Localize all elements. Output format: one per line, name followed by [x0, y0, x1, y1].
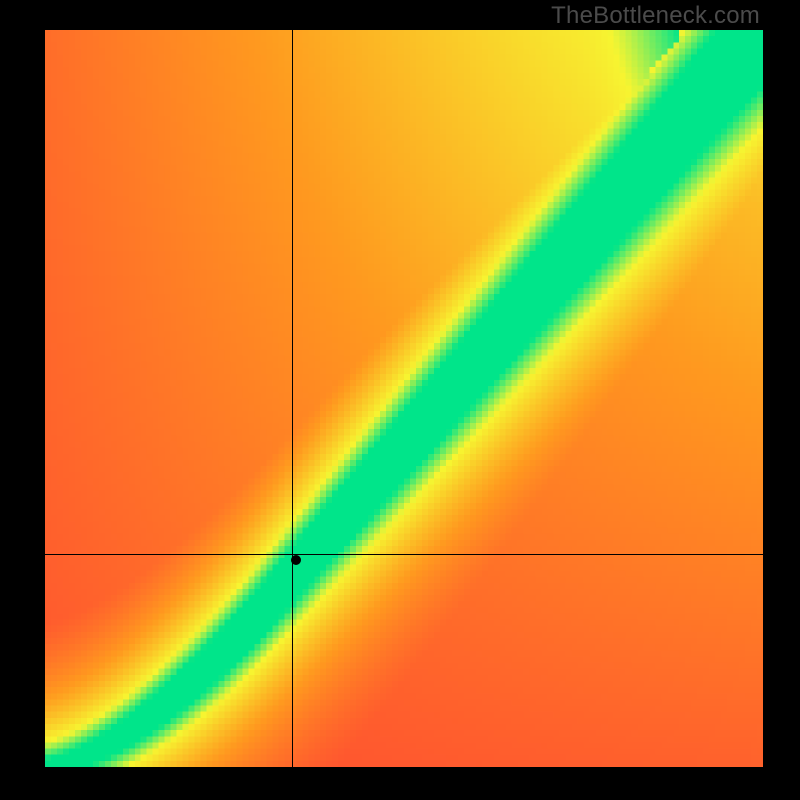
chart-frame: { "canvas": { "width": 800, "height": 80…: [0, 0, 800, 800]
watermark-text: TheBottleneck.com: [551, 2, 760, 30]
crosshair-vertical: [292, 30, 293, 767]
heatmap-canvas: [45, 30, 763, 767]
crosshair-horizontal: [45, 554, 763, 555]
marker-dot: [291, 555, 301, 565]
heatmap-plot: [45, 30, 763, 767]
